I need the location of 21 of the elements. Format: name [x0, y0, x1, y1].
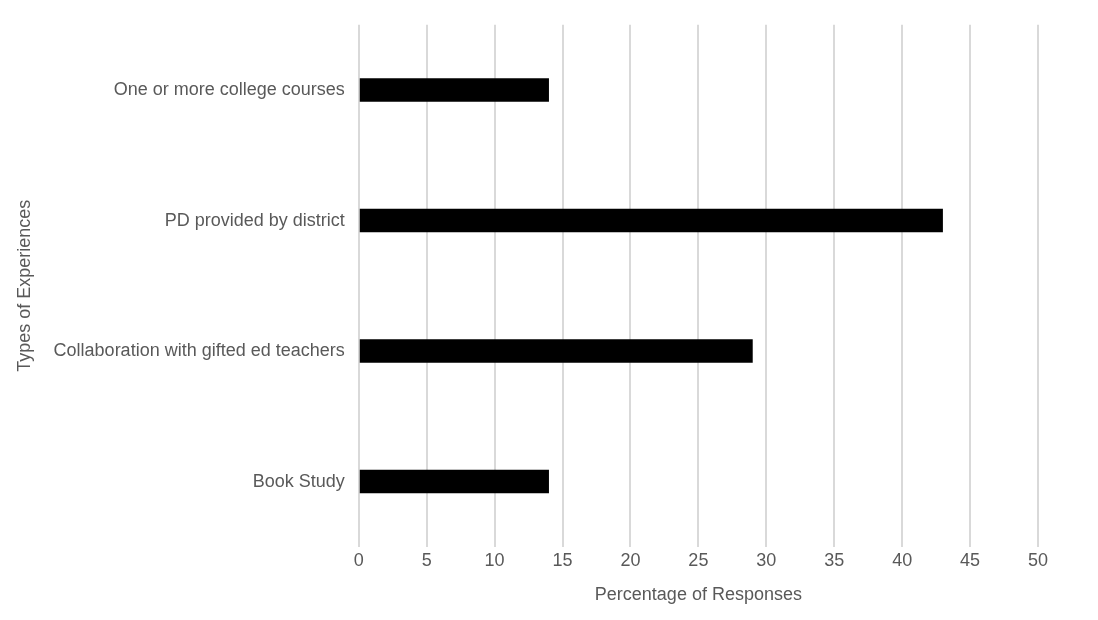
- x-tick-label: 10: [484, 549, 505, 570]
- bar: [359, 208, 943, 233]
- x-tick-label: 30: [756, 549, 777, 570]
- x-tick-label: 5: [421, 549, 432, 570]
- x-tick-label: 50: [1027, 549, 1049, 570]
- x-tick-label: 45: [960, 549, 981, 570]
- x-tick-label: 0: [353, 549, 364, 570]
- bar: [359, 469, 549, 494]
- x-tick-label: 40: [892, 549, 913, 570]
- y-axis-title: Types of Experiences: [13, 199, 34, 372]
- x-axis-title: Percentage of Responses: [594, 584, 802, 605]
- x-tick-label: 25: [688, 549, 709, 570]
- y-tick-label: Book Study: [252, 470, 345, 491]
- y-tick-label: Collaboration with gifted ed teachers: [53, 340, 345, 361]
- y-tick-label: One or more college courses: [113, 79, 345, 100]
- bar: [359, 78, 549, 102]
- x-tick-label: 15: [552, 549, 573, 570]
- y-tick-label: PD provided by district: [164, 209, 345, 230]
- bar: [359, 339, 753, 363]
- x-tick-label: 20: [620, 549, 641, 570]
- x-tick-label: 35: [824, 549, 845, 570]
